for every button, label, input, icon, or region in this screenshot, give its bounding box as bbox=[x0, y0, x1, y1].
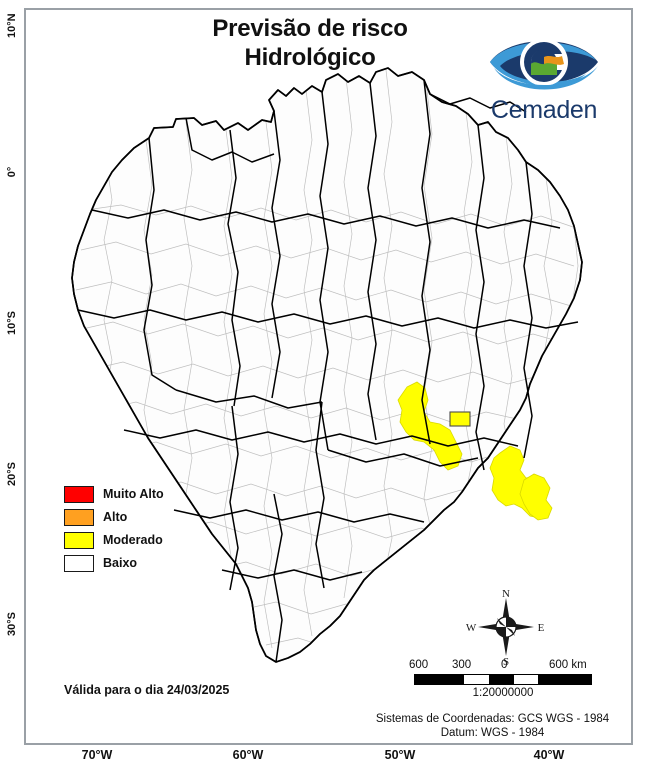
legend-item-alto[interactable]: Alto bbox=[64, 506, 164, 528]
yellow-area-tocantins[interactable] bbox=[397, 381, 463, 471]
lat-label-0: 0° bbox=[6, 166, 18, 178]
risk-areas-moderado[interactable] bbox=[397, 381, 553, 521]
lat-label-10n: 10°N bbox=[6, 13, 18, 38]
lon-label-50w: 50°W bbox=[384, 748, 416, 762]
compass-rose-icon: N S W E bbox=[466, 588, 545, 666]
validity-date: Válida para o dia 24/03/2025 bbox=[64, 683, 230, 697]
scale-label-600-left: 600 bbox=[409, 659, 429, 671]
legend-label-baixo: Baixo bbox=[103, 556, 138, 570]
legend-swatch-muito-alto bbox=[64, 485, 94, 503]
legend-item-baixo[interactable]: Baixo bbox=[64, 552, 164, 574]
scale-seg-2 bbox=[464, 675, 489, 684]
lat-label-30s: 30°S bbox=[6, 612, 18, 636]
compass-label-south: S bbox=[503, 656, 509, 666]
cemaden-eye-icon bbox=[490, 38, 598, 90]
brazil-coastline bbox=[71, 67, 583, 663]
lon-label-60w: 60°W bbox=[232, 748, 264, 762]
lon-label-40w: 40°W bbox=[533, 748, 565, 762]
title-line-2: Hidrológico bbox=[244, 44, 376, 72]
cemaden-wordmark: Cemaden bbox=[490, 96, 598, 124]
legend-swatch-baixo bbox=[64, 554, 94, 572]
coordinate-system-note: Sistemas de Coordenadas: GCS WGS - 1984 … bbox=[355, 712, 630, 741]
datum-line: Datum: WGS - 1984 bbox=[440, 727, 545, 740]
lat-label-10s: 10°S bbox=[6, 311, 18, 335]
compass-label-west: W bbox=[466, 622, 477, 634]
lon-label-70w: 70°W bbox=[81, 748, 113, 762]
legend-swatch-moderado bbox=[64, 531, 94, 549]
yellow-area-isolated-municipality[interactable] bbox=[449, 411, 471, 427]
coordinate-system-line: Sistemas de Coordenadas: GCS WGS - 1984 bbox=[375, 713, 610, 725]
state-boundaries bbox=[77, 79, 579, 663]
scale-seg-5 bbox=[538, 675, 591, 684]
scale-seg-4 bbox=[513, 675, 539, 684]
yellow-area-rio-de-janeiro[interactable] bbox=[519, 473, 553, 521]
scale-label-300: 300 bbox=[452, 659, 472, 671]
compass-label-north: N bbox=[502, 588, 510, 600]
compass-rose: N S W E bbox=[466, 588, 546, 666]
legend-item-moderado[interactable]: Moderado bbox=[64, 529, 164, 551]
scale-bar-labels: 600 300 0 600 km bbox=[409, 659, 597, 674]
scale-seg-1 bbox=[415, 675, 465, 684]
scale-label-600-right: 600 km bbox=[549, 659, 587, 671]
legend-label-muito-alto: Muito Alto bbox=[103, 487, 164, 501]
legend-item-muito-alto[interactable]: Muito Alto bbox=[64, 483, 164, 505]
cemaden-logo: Cemaden bbox=[478, 26, 610, 130]
legend-label-moderado: Moderado bbox=[103, 533, 163, 547]
scale-bar: 600 300 0 600 km 1:20000000 bbox=[409, 659, 597, 699]
title-line-1: Previsão de risco bbox=[212, 15, 408, 42]
page-title: Previsão de risco Hidrológico bbox=[160, 14, 460, 73]
brazil-map-svg bbox=[71, 67, 583, 663]
risk-legend: Muito Alto Alto Moderado Baixo bbox=[64, 483, 164, 575]
brazil-map[interactable] bbox=[26, 10, 631, 743]
lat-label-20s: 20°S bbox=[6, 462, 18, 486]
legend-label-alto: Alto bbox=[103, 510, 128, 524]
scale-ratio: 1:20000000 bbox=[472, 687, 534, 699]
compass-label-east: E bbox=[538, 622, 545, 634]
legend-swatch-alto bbox=[64, 508, 94, 526]
scale-bar-graphic bbox=[414, 674, 592, 685]
scale-seg-3 bbox=[488, 675, 514, 684]
scale-label-0: 0 bbox=[501, 659, 508, 671]
